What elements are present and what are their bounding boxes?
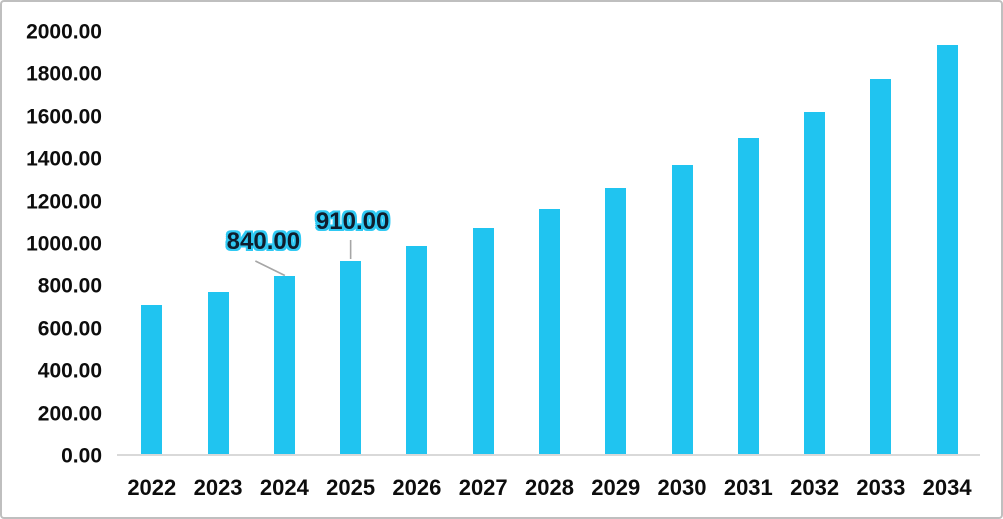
x-tick-label-2029: 2029 bbox=[591, 475, 641, 500]
bar-2027 bbox=[472, 228, 494, 454]
x-tick-label-2030: 2030 bbox=[657, 475, 707, 500]
x-tick-label-2031: 2031 bbox=[723, 475, 773, 500]
bar-2028 bbox=[538, 209, 560, 454]
x-tick-label-2026: 2026 bbox=[392, 475, 442, 500]
y-tick-label-1000: 1000.00 bbox=[26, 232, 102, 256]
x-tick-label-2034: 2034 bbox=[922, 475, 972, 500]
y-tick-label-800: 800.00 bbox=[37, 274, 102, 298]
bar-2032 bbox=[804, 111, 826, 454]
x-tick-label-2023: 2023 bbox=[193, 475, 243, 500]
y-tick-label-600: 600.00 bbox=[37, 317, 102, 341]
y-tick-label-2000: 2000.00 bbox=[26, 20, 102, 44]
bar-2033 bbox=[870, 78, 892, 454]
data-label-2025: 910.00 bbox=[315, 208, 390, 235]
bar-2025 bbox=[340, 261, 362, 454]
x-tick-label-2025: 2025 bbox=[326, 475, 376, 500]
x-tick-label-2022: 2022 bbox=[127, 475, 177, 500]
y-tick-label-1200: 1200.00 bbox=[26, 190, 102, 214]
bar-2024 bbox=[273, 275, 295, 454]
x-tick-label-2033: 2033 bbox=[856, 475, 906, 500]
bar-2022 bbox=[141, 304, 163, 454]
bar-2030 bbox=[671, 164, 693, 454]
data-label-2024: 840.00 bbox=[226, 228, 301, 255]
leader-line-2024 bbox=[255, 260, 286, 277]
y-tick-label-1400: 1400.00 bbox=[26, 147, 102, 171]
y-tick-label-1600: 1600.00 bbox=[26, 105, 102, 129]
x-axis-line bbox=[117, 454, 980, 456]
y-tick-label-400: 400.00 bbox=[37, 359, 102, 383]
y-tick-label-1800: 1800.00 bbox=[26, 62, 102, 86]
x-tick-label-2027: 2027 bbox=[458, 475, 508, 500]
bar-2023 bbox=[207, 291, 229, 454]
y-tick-label-200: 200.00 bbox=[37, 402, 102, 426]
bar-2029 bbox=[605, 187, 627, 454]
bar-2034 bbox=[936, 44, 958, 454]
bar-2031 bbox=[737, 138, 759, 454]
x-tick-label-2028: 2028 bbox=[524, 475, 574, 500]
x-tick-label-2024: 2024 bbox=[259, 475, 309, 500]
x-tick-label-2032: 2032 bbox=[790, 475, 840, 500]
y-tick-label-0: 0.00 bbox=[61, 444, 102, 468]
bar-2026 bbox=[406, 246, 428, 454]
